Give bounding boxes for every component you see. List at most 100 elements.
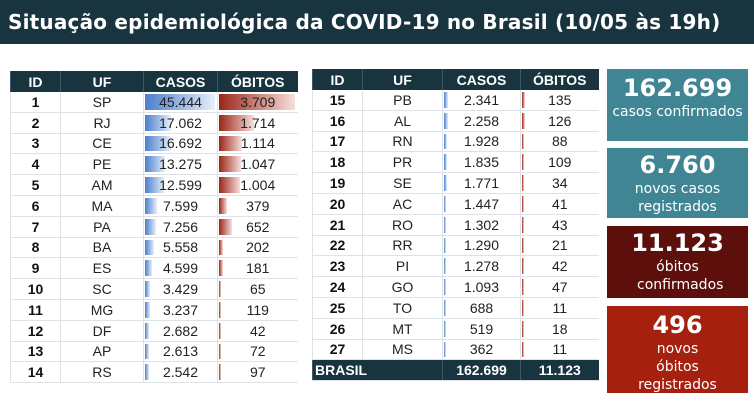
state-casos: 519 bbox=[442, 318, 521, 340]
casos-data-bar bbox=[444, 112, 448, 129]
cell-value: 1.771 bbox=[463, 175, 500, 192]
cell-value: 2.682 bbox=[162, 322, 199, 339]
table-row: 10 SC 3.429 65 bbox=[10, 278, 298, 300]
cell-value: SP bbox=[92, 93, 112, 110]
cell-value: 1.447 bbox=[463, 195, 500, 212]
header-obitos: ÓBITOS bbox=[520, 69, 599, 90]
cell-value: BA bbox=[92, 239, 112, 256]
cell-value: 1.714 bbox=[240, 114, 276, 131]
state-obitos: 41 bbox=[520, 193, 599, 215]
obitos-data-bar bbox=[219, 301, 222, 318]
cell-value: 14 bbox=[27, 364, 44, 381]
cell-value: PA bbox=[93, 218, 111, 235]
total-row: BRASIL 162.699 11.123 bbox=[312, 359, 599, 382]
cell-value: 519 bbox=[469, 320, 494, 337]
cell-value: MS bbox=[392, 341, 413, 358]
cell-value: MG bbox=[90, 301, 114, 318]
state-casos: 13.275 bbox=[143, 153, 218, 176]
cell-value: 7.256 bbox=[162, 218, 199, 235]
casos-data-bar bbox=[145, 260, 153, 277]
state-id: 23 bbox=[312, 255, 363, 278]
state-id: 15 bbox=[312, 90, 363, 111]
cell-value: 41 bbox=[551, 195, 568, 212]
cell-value: 126 bbox=[548, 112, 572, 129]
state-obitos: 1.114 bbox=[217, 133, 298, 155]
state-obitos: 18 bbox=[520, 318, 599, 340]
table-row: 20 AC 1.447 41 bbox=[312, 193, 599, 215]
state-obitos: 126 bbox=[520, 110, 599, 132]
state-obitos: 47 bbox=[520, 276, 599, 298]
state-id: 16 bbox=[312, 110, 363, 132]
card-label: óbitos confirmados bbox=[637, 259, 724, 293]
cell-value: 1.302 bbox=[463, 216, 500, 233]
state-obitos: 202 bbox=[217, 237, 298, 259]
state-casos: 1.278 bbox=[442, 255, 521, 278]
cell-value: 202 bbox=[246, 239, 270, 256]
card-number: 162.699 bbox=[622, 74, 733, 102]
state-casos: 3.237 bbox=[143, 299, 218, 321]
cell-value: 26 bbox=[329, 320, 346, 337]
states-table-right: ID UF CASOS ÓBITOS 15 PB 2.341 135 16 AL 2.258… bbox=[312, 69, 599, 382]
state-uf: MA bbox=[60, 195, 144, 217]
cell-value: 362 bbox=[469, 341, 494, 358]
cell-value: 18 bbox=[551, 320, 568, 337]
state-id: 26 bbox=[312, 318, 363, 340]
cell-value: MT bbox=[392, 320, 413, 337]
casos-data-bar bbox=[145, 218, 157, 235]
cell-value: 11 bbox=[552, 299, 568, 316]
cell-value: 47 bbox=[551, 279, 568, 296]
state-id: 4 bbox=[10, 153, 61, 176]
state-uf: AC bbox=[362, 193, 443, 215]
header-id: ID bbox=[312, 69, 363, 90]
cell-value: TO bbox=[392, 299, 413, 316]
cell-value: 42 bbox=[249, 322, 266, 339]
obitos-data-bar bbox=[219, 343, 221, 360]
state-casos: 7.256 bbox=[143, 216, 218, 238]
header-uf: UF bbox=[362, 69, 443, 90]
cell-value: RR bbox=[392, 237, 413, 254]
state-casos: 2.613 bbox=[143, 341, 218, 363]
cell-value: 42 bbox=[551, 258, 568, 275]
state-uf: RJ bbox=[60, 112, 144, 134]
state-uf: RS bbox=[60, 361, 144, 384]
state-casos: 17.062 bbox=[143, 112, 218, 134]
cell-value: SC bbox=[92, 281, 112, 298]
states-table-left: ID UF CASOS ÓBITOS 1 SP 45.444 3.709 2 RJ 17.0… bbox=[10, 71, 298, 384]
cell-value: 13.275 bbox=[159, 156, 202, 173]
obitos-data-bar bbox=[219, 260, 223, 277]
state-id: 14 bbox=[10, 361, 61, 384]
cell-value: 7 bbox=[31, 218, 40, 235]
state-id: 5 bbox=[10, 174, 61, 196]
state-id: 10 bbox=[10, 278, 61, 300]
cell-value: PB bbox=[393, 91, 412, 108]
table-row: 23 PI 1.278 42 bbox=[312, 255, 599, 278]
state-casos: 3.429 bbox=[143, 278, 218, 300]
cell-value: 3.709 bbox=[240, 93, 276, 110]
state-casos: 1.093 bbox=[442, 276, 521, 298]
obitos-data-bar bbox=[522, 216, 524, 233]
state-id: 20 bbox=[312, 193, 363, 215]
state-uf: PI bbox=[362, 255, 443, 278]
table-row: 22 RR 1.290 21 bbox=[312, 235, 599, 257]
state-obitos: 72 bbox=[217, 341, 298, 363]
cell-value: SE bbox=[393, 175, 412, 192]
state-id: 24 bbox=[312, 276, 363, 298]
state-uf: MS bbox=[362, 339, 443, 361]
cell-value: 4 bbox=[31, 156, 40, 173]
casos-data-bar bbox=[145, 197, 157, 214]
state-uf: TO bbox=[362, 297, 443, 319]
state-obitos: 97 bbox=[217, 361, 298, 384]
cell-value: 2 bbox=[31, 114, 40, 131]
table-row: 21 RO 1.302 43 bbox=[312, 214, 599, 236]
table-row: 2 RJ 17.062 1.714 bbox=[10, 112, 298, 134]
header-casos: CASOS bbox=[143, 71, 218, 92]
cell-value: 11 bbox=[552, 341, 568, 358]
casos-data-bar bbox=[444, 258, 447, 275]
casos-data-bar bbox=[444, 175, 447, 191]
obitos-data-bar bbox=[522, 154, 525, 171]
cell-value: AP bbox=[92, 343, 112, 360]
table-row: 27 MS 362 11 bbox=[312, 339, 599, 361]
state-id: 21 bbox=[312, 214, 363, 236]
cell-value: RO bbox=[392, 216, 413, 233]
state-casos: 16.692 bbox=[143, 133, 218, 155]
